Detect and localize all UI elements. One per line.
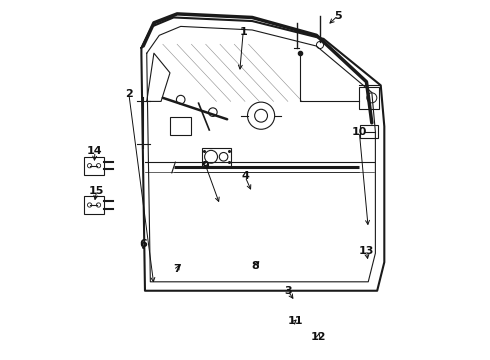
Text: 12: 12 bbox=[311, 332, 326, 342]
Text: 9: 9 bbox=[202, 161, 210, 171]
Text: 11: 11 bbox=[287, 316, 303, 326]
Bar bbox=[84, 196, 104, 214]
Text: 6: 6 bbox=[139, 239, 147, 249]
Bar bbox=[202, 148, 231, 166]
Bar bbox=[359, 87, 379, 109]
Bar bbox=[360, 125, 378, 138]
Text: 13: 13 bbox=[359, 247, 374, 256]
Text: 3: 3 bbox=[284, 286, 292, 296]
Text: 5: 5 bbox=[334, 11, 342, 21]
Text: 8: 8 bbox=[252, 261, 260, 271]
Text: 10: 10 bbox=[352, 127, 367, 137]
Text: 4: 4 bbox=[241, 171, 249, 181]
Text: 2: 2 bbox=[125, 89, 133, 99]
Bar bbox=[84, 157, 104, 175]
Text: 15: 15 bbox=[89, 186, 104, 196]
Text: 1: 1 bbox=[239, 27, 247, 37]
Text: 7: 7 bbox=[173, 264, 181, 274]
Text: 14: 14 bbox=[87, 147, 103, 157]
Bar bbox=[170, 117, 192, 135]
